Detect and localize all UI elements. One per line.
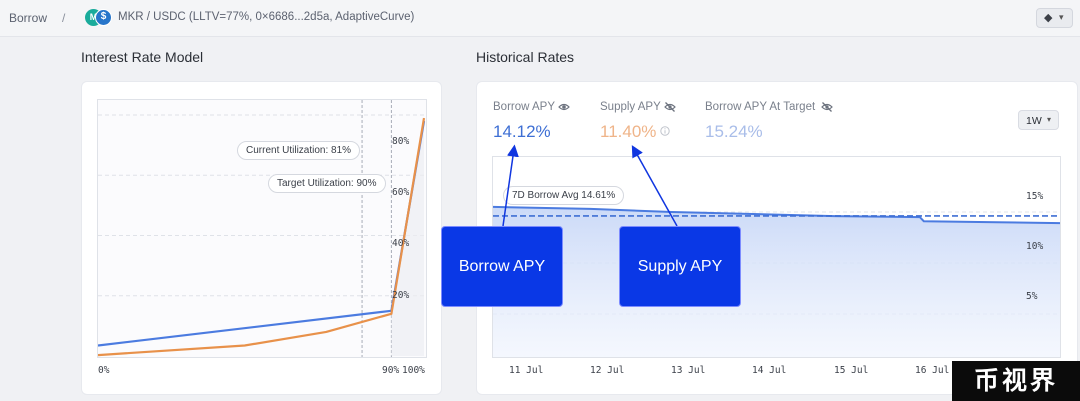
time-range-select[interactable]: 1W ▾ bbox=[1018, 110, 1059, 130]
hist-x-tick: 11 Jul bbox=[509, 365, 544, 376]
supply-apy-callout-label: Supply APY bbox=[637, 258, 723, 275]
hist-x-tick: 13 Jul bbox=[671, 365, 706, 376]
irm-x-tick: 100% bbox=[402, 365, 425, 376]
borrow-apy-target-label: Borrow APY At Target bbox=[705, 101, 816, 113]
irm-x-tick: 0% bbox=[98, 365, 110, 376]
supply-apy-label: Supply APY bbox=[600, 101, 661, 113]
avg-borrow-tooltip: 7D Borrow Avg 14.61% bbox=[503, 186, 625, 205]
supply-apy-arrow bbox=[631, 145, 678, 227]
borrow-apy-target-value: 15.24% bbox=[705, 122, 763, 141]
borrow-apy-callout-label: Borrow APY bbox=[458, 258, 546, 275]
hist-x-tick: 16 Jul bbox=[915, 365, 950, 376]
eye-off-icon[interactable] bbox=[664, 101, 676, 113]
hist-y-tick: 15% bbox=[1026, 191, 1044, 202]
ethereum-icon: ◆ bbox=[1044, 12, 1053, 24]
hist-x-tick: 12 Jul bbox=[590, 365, 625, 376]
borrow-apy-line bbox=[493, 205, 1060, 225]
usdc-token-icon: $ bbox=[95, 9, 112, 26]
hist-y-tick: 5% bbox=[1026, 291, 1038, 302]
target-utilization-tooltip: Target Utilization: 90% bbox=[268, 174, 386, 193]
irm-y-tick: 40% bbox=[392, 238, 410, 249]
irm-y-tick: 60% bbox=[392, 187, 410, 198]
info-icon[interactable] bbox=[660, 126, 670, 136]
irm-y-tick: 20% bbox=[392, 290, 410, 301]
irm-x-tick: 90% bbox=[382, 365, 400, 376]
current-utilization-tooltip: Current Utilization: 81% bbox=[237, 141, 361, 160]
irm-title: Interest Rate Model bbox=[81, 49, 204, 65]
supply-apy-callout: Supply APY bbox=[619, 226, 741, 307]
market-name: MKR / USDC (LLTV=77%, 0×6686...2d5a, Ada… bbox=[118, 11, 415, 23]
watermark-logo: 币视界 bbox=[952, 361, 1080, 401]
irm-chart-svg bbox=[98, 100, 426, 357]
historical-rates-title: Historical Rates bbox=[476, 49, 575, 65]
network-selector[interactable]: ◆ ▾ bbox=[1036, 8, 1073, 28]
historical-chart[interactable] bbox=[492, 156, 1061, 358]
borrow-apy-label: Borrow APY bbox=[493, 101, 555, 113]
above-target-region bbox=[391, 121, 424, 356]
time-range-label: 1W bbox=[1026, 115, 1042, 127]
hist-x-tick: 15 Jul bbox=[834, 365, 869, 376]
borrow-apy-value: 14.12% bbox=[493, 122, 551, 141]
borrow-apy-callout: Borrow APY bbox=[441, 226, 563, 307]
irm-y-tick: 80% bbox=[392, 136, 410, 147]
borrow-apy-arrow bbox=[502, 144, 519, 227]
chevron-down-icon: ▾ bbox=[1059, 12, 1064, 22]
top-bar: Borrow / M $ MKR / USDC (LLTV=77%, 0×668… bbox=[0, 0, 1080, 37]
supply-apy-value: 11.40% bbox=[600, 122, 657, 141]
hist-x-tick: 14 Jul bbox=[752, 365, 787, 376]
hist-y-tick: 10% bbox=[1026, 241, 1044, 252]
supply-rate-curve bbox=[98, 117, 426, 357]
breadcrumb-separator: / bbox=[62, 11, 66, 25]
eye-icon[interactable] bbox=[558, 101, 570, 113]
chevron-down-icon: ▾ bbox=[1047, 115, 1052, 124]
eye-off-icon[interactable] bbox=[821, 101, 833, 113]
breadcrumb-borrow-link[interactable]: Borrow bbox=[9, 11, 48, 25]
